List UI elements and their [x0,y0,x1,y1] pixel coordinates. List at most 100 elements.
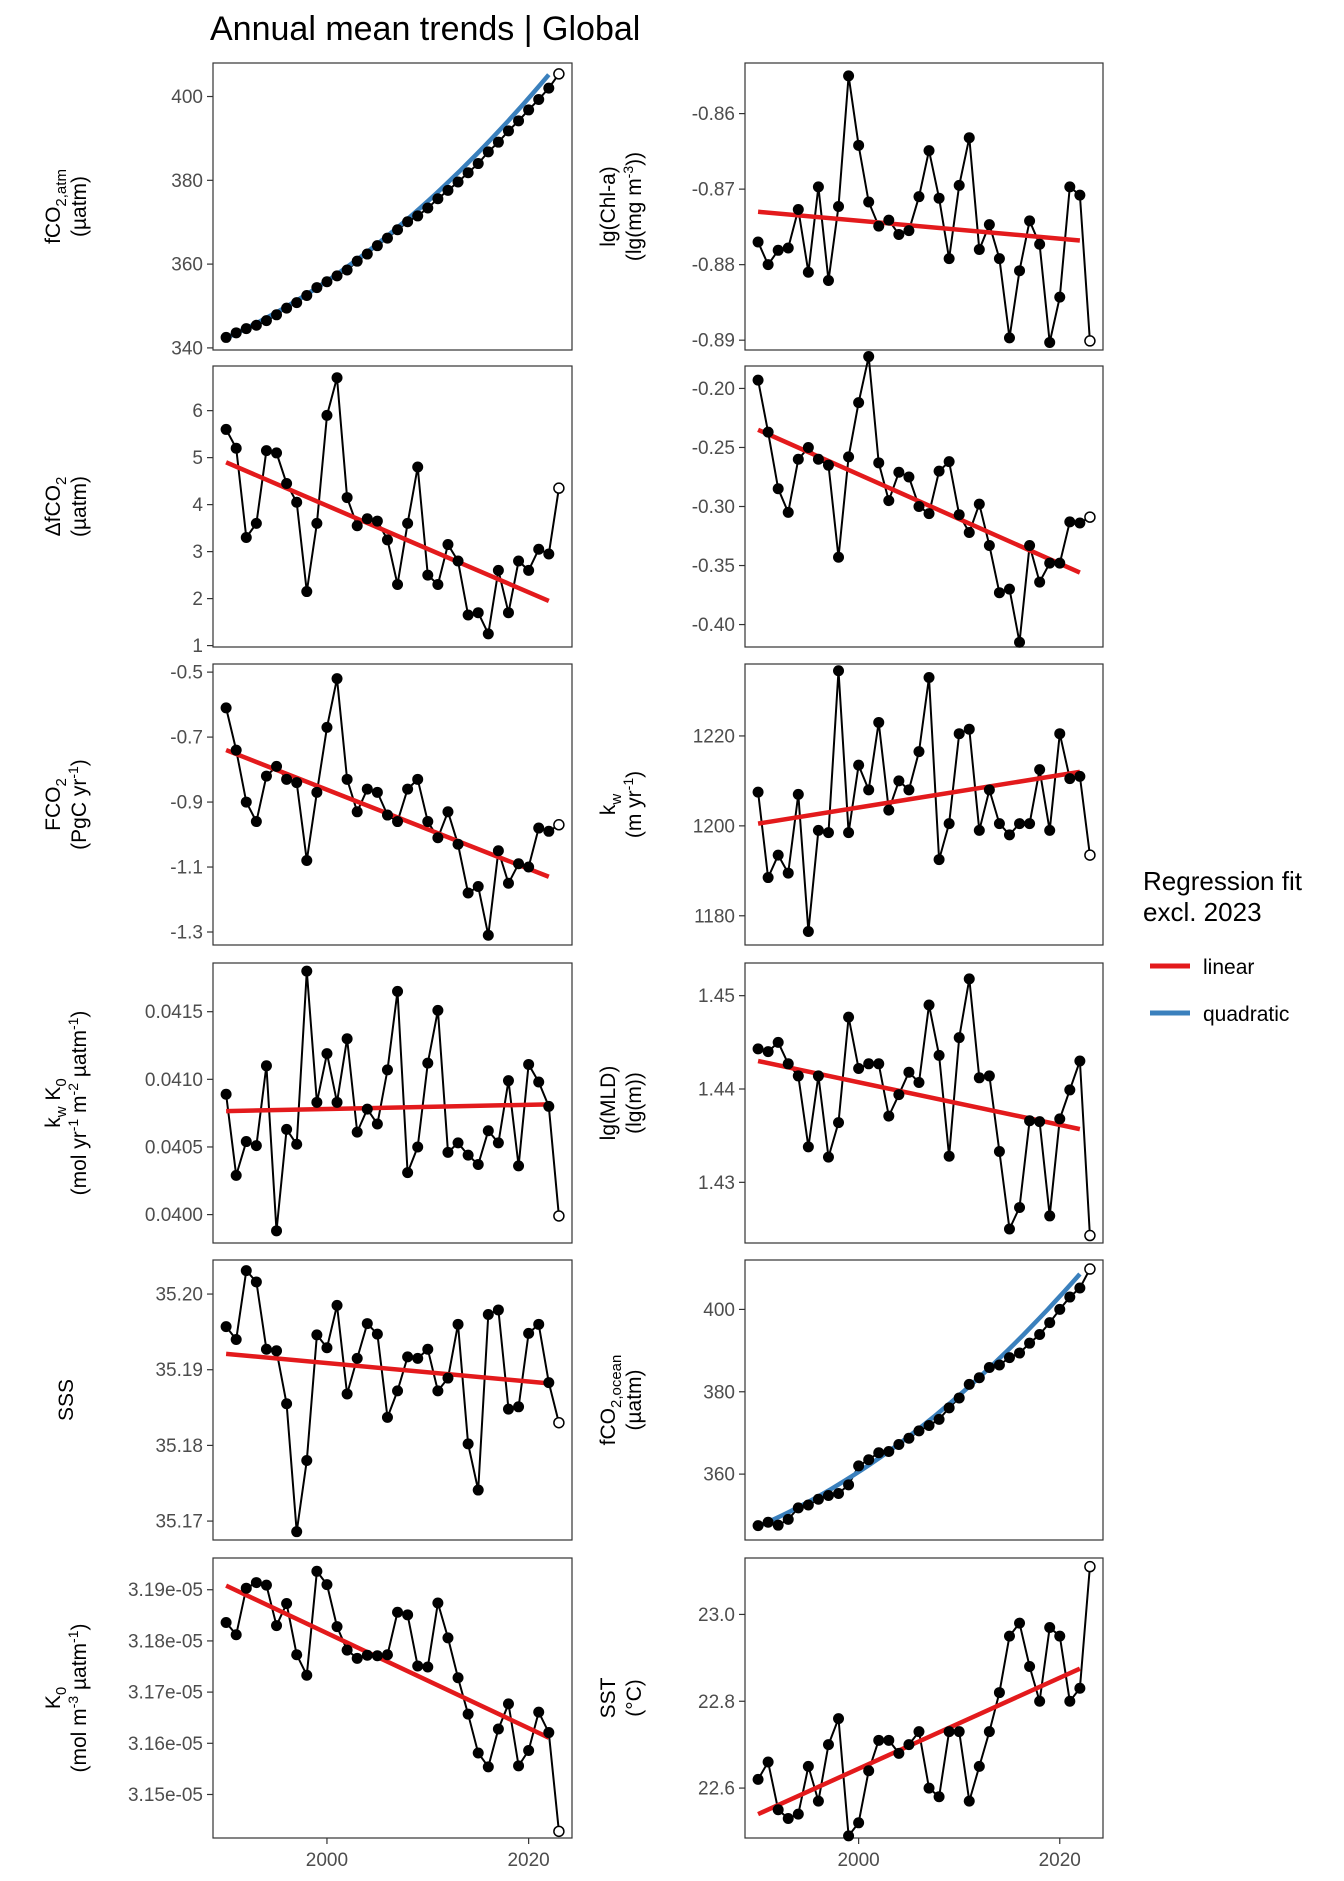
y-axis-label-line: fCO2,atm [42,169,70,244]
data-point [993,818,1005,830]
y-tick-label: -0.88 [692,255,735,276]
data-point [843,1011,855,1023]
data-point [442,539,454,551]
data-point [953,728,965,740]
panel-chl-a: -0.89 -0.88 -0.87 -0.86 lg(Chl-a) (lg(mg m-3)… [597,62,1104,352]
data-point [893,1438,905,1450]
data-point [291,297,303,309]
data-point [452,838,464,850]
data-point [472,1484,484,1496]
data-point [432,579,444,591]
y-tick-label: 3.17e-05 [128,1683,203,1704]
data-point [913,1425,925,1437]
y-axis-label-part: (µatm) [623,1369,646,1430]
data-point [230,1333,242,1345]
data-point [291,777,303,789]
y-tick-label: 3.15e-05 [128,1785,203,1806]
y-tick-label: 380 [703,1382,735,1403]
data-point [1064,516,1076,528]
data-point [422,816,434,828]
y-tick-label: 35.19 [155,1360,203,1381]
data-series-line [225,678,560,936]
y-tick-label: 3.19e-05 [128,1580,203,1601]
panel-border [744,1259,1104,1541]
data-point [883,1445,895,1457]
data-point [772,1519,784,1531]
legend: Regression fit excl. 2023 linear quadrat… [1143,866,1303,1026]
data-point [432,1385,444,1397]
data-point [341,1644,353,1656]
data-point [802,441,814,453]
data-point [893,1747,905,1759]
data-point [250,1140,262,1152]
data-point [392,1606,404,1618]
y-axis-label-line: ΔfCO2 [42,477,70,537]
y-tick-label: 3.16e-05 [128,1734,203,1755]
data-point [762,1516,774,1528]
panel-border [744,1557,1104,1839]
data-point [462,887,474,899]
data-point [943,1150,955,1162]
data-point [923,999,935,1011]
data-series-line [757,356,1091,643]
y-axis-label-line: (m yr-1) [620,771,646,838]
y-tick-label: -0.87 [692,180,735,201]
y-axis-label-line: SSS [55,1379,78,1421]
data-point [412,1141,424,1153]
x-tick-label: 2020 [1039,1850,1081,1871]
data-point [301,965,313,977]
data-point [341,492,353,504]
y-axis-label-line: (µatm) [68,476,91,537]
data-point [442,1372,454,1384]
legend-title-line-1: Regression fit [1143,866,1303,896]
data-point [472,607,484,619]
data-point [893,775,905,787]
data-point [903,784,915,796]
data-point [311,1565,323,1577]
data-point [361,783,373,795]
data-point [1064,181,1076,193]
y-tick-label: -1.3 [170,923,203,944]
data-point [983,1361,995,1373]
data-point [543,82,555,94]
panel-border [212,365,573,648]
data-point [351,1352,363,1364]
data-point [371,1328,383,1340]
data-point [853,139,865,151]
panel-lg-mld: 1.43 1.44 1.45 lg(MLD) (lg(m)) [597,962,1104,1244]
data-point [442,806,454,818]
data-point [250,1276,262,1288]
data-point [291,1526,303,1538]
y-axis-label-part: -1 [620,778,636,791]
y-tick-label: 0.0405 [145,1137,203,1158]
y-tick-label: 400 [703,1300,735,1321]
data-point [250,1577,262,1589]
y-axis-label-part: K [42,1087,65,1107]
data-point [452,555,464,567]
data-point [1014,265,1026,277]
data-point [762,1756,774,1768]
data-point [802,266,814,278]
data-point [873,1058,885,1070]
data-point [1024,215,1036,227]
data-point [883,804,895,816]
data-point [993,253,1005,265]
data-point [331,270,343,282]
data-point [240,532,252,544]
y-axis-label-line: (mol m-3 µatm-1) [65,1623,91,1772]
data-point [240,1136,252,1148]
data-series-line [225,377,560,638]
data-point [452,176,464,188]
data-point [492,1723,504,1735]
data-point [381,1064,393,1076]
data-point [533,543,545,555]
y-tick-label: -0.20 [692,379,735,400]
data-point [933,192,945,204]
data-point [1044,1210,1056,1222]
legend-title-line-2: excl. 2023 [1143,897,1262,927]
data-point-2023-excluded [1084,335,1096,347]
data-point [1054,557,1066,569]
data-point [933,1791,945,1803]
data-point [351,520,363,532]
y-tick-label: 1180 [694,906,735,927]
